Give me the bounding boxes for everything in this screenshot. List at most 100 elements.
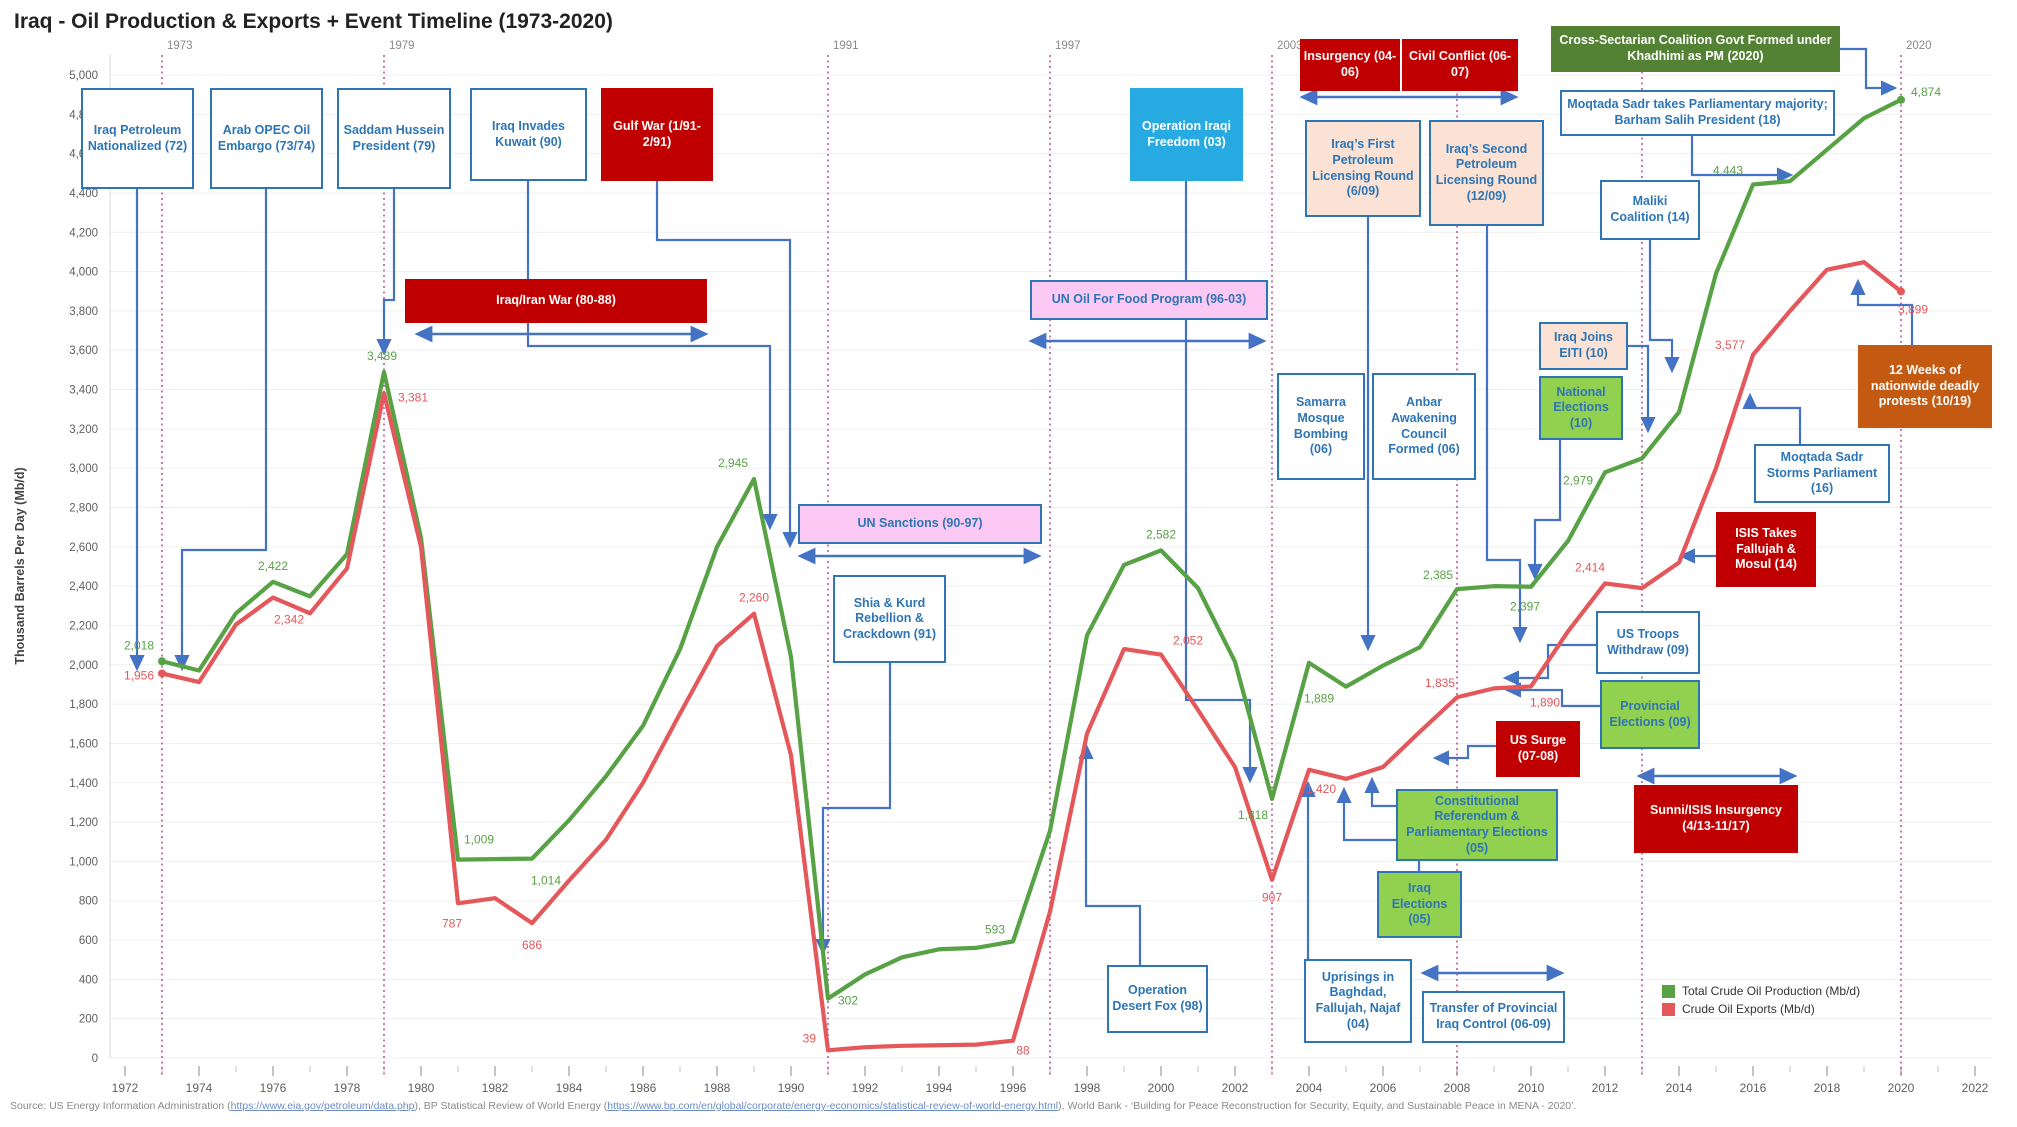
y-tick-label: 1,000 (69, 856, 98, 868)
source-attribution: Source: US Energy Information Administra… (10, 1100, 1576, 1112)
connector-c-shia-kurd (815, 663, 892, 956)
connector-c-moqtada16 (1742, 392, 1802, 444)
x-tick-label: 2020 (1888, 1081, 1915, 1095)
x-tick-label: 1974 (186, 1081, 213, 1095)
x-tick-label: 2002 (1222, 1081, 1249, 1095)
point-label-exports-2012: 2,414 (1575, 560, 1605, 574)
point-label-exports-2000: 2,052 (1173, 634, 1203, 648)
x-tick-label: 1986 (630, 1081, 657, 1095)
point-label-exports-1983: 686 (522, 938, 542, 952)
y-tick-label: 2,600 (69, 542, 98, 554)
y-tick-label: 1,400 (69, 778, 98, 790)
x-tick-label: 1990 (778, 1081, 805, 1095)
point-label-exports-2020: 3,899 (1898, 302, 1928, 316)
point-label-exports-1981: 787 (442, 916, 462, 930)
y-tick-label: 600 (79, 935, 98, 947)
y-tick-label: 4,600 (69, 149, 98, 161)
source-text-mid: ), BP Statistical Review of World Energy… (414, 1100, 608, 1112)
reference-year-label: 2003 (1277, 40, 1303, 52)
series-line-production (159, 97, 1904, 1001)
point-label-exports-1991: 39 (803, 1031, 817, 1045)
point-label-exports-1996: 88 (1016, 1044, 1030, 1058)
y-tick-label: 4,800 (69, 109, 98, 121)
source-link-bp[interactable]: https://www.bp.com/en/global/corporate/e… (607, 1100, 1059, 1112)
y-tick-label: 3,400 (69, 385, 98, 397)
source-link-eia[interactable]: https://www.eia.gov/petroleum/data.php (230, 1100, 415, 1112)
y-tick-label: 3,000 (69, 463, 98, 475)
y-tick-label: 2,800 (69, 503, 98, 515)
x-tick-label: 1982 (482, 1081, 509, 1095)
legend-production-label: Total Crude Oil Production (Mb/d) (1682, 984, 1861, 998)
connector-c-elections05 (1336, 786, 1421, 871)
connector-c-us-troops (1502, 643, 1596, 686)
reference-year-label: 2020 (1906, 40, 1932, 52)
point-label-exports-1976: 2,342 (274, 613, 304, 627)
y-tick-label: 2,000 (69, 660, 98, 672)
y-tick-label: 2,400 (69, 581, 98, 593)
connector-c-saddam (376, 189, 396, 356)
y-tick-label: 3,200 (69, 424, 98, 436)
x-tick-label: 2006 (1370, 1081, 1397, 1095)
point-label-production-1976: 2,422 (258, 559, 288, 573)
reference-year-label: 1997 (1055, 40, 1081, 52)
connector-c-oif (1184, 181, 1258, 784)
y-axis-title: Thousand Barrels Per Day (Mb/d) (13, 467, 27, 664)
connector-c-gulf-war (655, 181, 798, 549)
connector-c-national (1527, 440, 1562, 581)
y-tick-label: 4,200 (69, 227, 98, 239)
y-tick-label: 4,000 (69, 267, 98, 279)
x-tick-label: 1996 (1000, 1081, 1027, 1095)
x-tick-label: 2014 (1666, 1081, 1693, 1095)
point-label-production-1989: 2,945 (718, 456, 748, 470)
point-label-production-2012: 2,979 (1563, 473, 1593, 487)
point-label-production-1981: 1,009 (464, 833, 494, 847)
series-endpoint-exports (158, 669, 166, 678)
connector-c-maliki (1648, 240, 1680, 374)
series-endpoint-exports (1897, 287, 1905, 296)
point-label-exports-2016: 3,577 (1715, 338, 1745, 352)
y-tick-label: 800 (79, 896, 98, 908)
y-tick-label: 200 (79, 1014, 98, 1026)
page-title: Iraq - Oil Production & Exports + Event … (14, 10, 613, 33)
point-label-exports-2010: 1,890 (1530, 695, 1560, 709)
x-tick-label: 2022 (1962, 1081, 1989, 1095)
point-label-production-1991: 302 (838, 994, 858, 1008)
point-label-production-2005: 1,889 (1304, 692, 1334, 706)
point-label-production-1983: 1,014 (531, 874, 561, 888)
x-tick-label: 1992 (852, 1081, 879, 1095)
point-label-exports-2003: 907 (1262, 891, 1282, 905)
reference-year-label: 1991 (833, 40, 859, 52)
point-label-exports-1979: 3,381 (398, 390, 428, 404)
point-label-exports-1989: 2,260 (739, 591, 769, 605)
reference-year-label: 1973 (167, 40, 193, 52)
y-tick-label: 4,400 (69, 188, 98, 200)
y-tick-label: 3,800 (69, 306, 98, 318)
x-tick-label: 1976 (260, 1081, 287, 1095)
point-label-production-2000: 2,582 (1146, 527, 1176, 541)
production-color-swatch (1662, 984, 1675, 998)
series-endpoint-production (1897, 95, 1905, 104)
x-tick-label: 2016 (1740, 1081, 1767, 1095)
y-tick-label: 0 (92, 1053, 98, 1065)
connector-c-opec (174, 189, 268, 672)
connector-c-constitutional (1364, 776, 1400, 808)
x-tick-label: 1998 (1074, 1081, 1101, 1095)
point-label-production-1979: 3,489 (367, 349, 397, 363)
y-tick-label: 5,000 (69, 70, 98, 82)
point-label-production-2003: 1,318 (1238, 808, 1268, 822)
x-tick-label: 2018 (1814, 1081, 1841, 1095)
connector-c-kuwait (526, 181, 778, 531)
point-label-exports-1973: 1,956 (124, 668, 154, 682)
connector-c-protests (1850, 278, 1914, 345)
x-tick-label: 1980 (408, 1081, 435, 1095)
x-tick-label: 1988 (704, 1081, 731, 1095)
point-label-production-2016: 4,443 (1713, 164, 1743, 178)
x-tick-label: 2008 (1444, 1081, 1471, 1095)
y-tick-label: 400 (79, 974, 98, 986)
connector-c-eiti (1628, 344, 1656, 434)
x-tick-label: 1984 (556, 1081, 583, 1095)
point-label-exports-2008: 1,835 (1425, 676, 1455, 690)
y-tick-label: 1,200 (69, 817, 98, 829)
